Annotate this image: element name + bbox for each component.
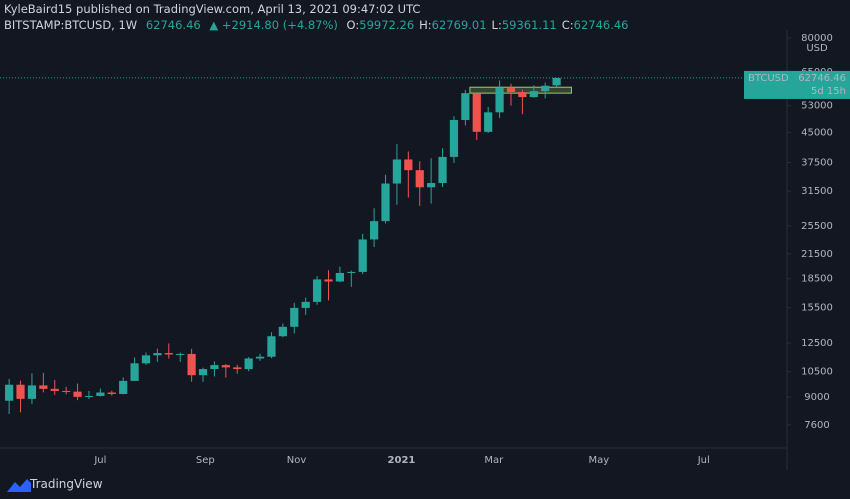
y-tick-label: 80000 [801,33,833,44]
candle-body [381,183,390,222]
ohlc-value: 59972.26 [359,18,415,32]
x-tick-label: Jul [697,455,710,466]
last-price-tag [744,70,850,99]
candle-body [427,183,436,188]
currency: USD [806,43,828,54]
candle-body [164,353,173,355]
y-tick-label: 21500 [801,249,833,260]
x-tick-label: May [588,455,609,466]
candle-body [267,336,276,357]
last-price: 62746.46 [798,73,846,84]
candle-body [233,367,242,370]
candle-body [495,88,504,113]
candle-body [438,156,447,184]
ohlc: O:59972.26 H:62769.01 L:59361.11 C:62746.46 [347,18,634,32]
candle-body [96,392,105,396]
candle-body [198,369,208,376]
candle-body [335,272,344,282]
change: ▲ +2914.80 (+4.87%) [209,18,338,32]
candle-body [484,112,493,132]
ohlc-label: H: [419,18,432,32]
candle-body [392,159,402,184]
candle-body [370,221,379,240]
header: KyleBaird15 published on TradingView.com… [4,1,639,33]
ohlc-value: 62769.01 [431,18,487,32]
ohlc-value: 59361.11 [501,18,557,32]
candle-body [290,307,299,327]
x-tick-label: Mar [484,455,504,466]
logo-mark [7,479,31,492]
candle-body [84,395,94,397]
candle-body [324,279,333,282]
candle-body [50,388,59,391]
candle-body [506,88,516,92]
candle-body [552,77,561,86]
candle-body [62,390,71,392]
candle-body [461,93,470,120]
candle-body [415,170,424,188]
candle-body [244,358,253,370]
candle-body [16,384,25,399]
chart: USD 800006500053000450003750031500255002… [0,30,850,470]
footer: TradingView [0,470,850,499]
brand: TradingView [30,477,103,491]
candle-body [541,85,550,92]
x-tick-label: Sep [196,455,215,466]
symbol: BITSTAMP:BTCUSD, 1W [4,18,138,32]
candle-body [221,365,230,368]
candle-body [278,326,287,337]
candle-body [27,385,37,399]
ohlc-label: C: [561,18,574,32]
candle-body [347,271,356,273]
candle-body [176,353,185,355]
y-tick-label: 15500 [801,303,833,314]
candle-body [358,239,367,272]
candle-body [312,279,322,302]
last-symbol: BTCUSD [748,73,789,84]
x-tick-label: Nov [287,455,307,466]
candle-body [141,355,151,364]
y-tick-label: 9000 [804,392,829,403]
y-tick-label: 7600 [804,420,829,431]
publisher: KyleBaird15 published on TradingView.com… [4,2,421,16]
price: 62746.46 [145,18,201,32]
y-tick-label: 25500 [801,221,833,232]
candle-body [518,91,527,98]
y-tick-label: 31500 [801,186,833,197]
candle-body [449,119,459,157]
candle-body [529,91,538,98]
candle-body [119,380,128,394]
candle-body [5,384,14,401]
countdown: 5d 15h [811,86,846,97]
y-tick-label: 53000 [801,101,833,112]
candle-body [107,392,116,394]
candle-body [187,353,196,376]
candle-body [404,159,413,171]
candle-body [255,356,265,359]
ohlc-label: O: [346,18,360,32]
candle-body [39,385,48,389]
y-tick-label: 45000 [801,128,833,139]
y-tick-label: 18500 [801,274,833,285]
x-tick-label: Jul [93,455,106,466]
y-tick-label: 12500 [801,338,833,349]
candle-body [472,93,481,132]
ohlc-label: L: [491,18,502,32]
symbol-row: BITSTAMP:BTCUSD, 1W 62746.46 ▲ +2914.80 … [4,17,639,33]
ohlc-value: 62746.46 [573,18,629,32]
y-tick-label: 37500 [801,158,833,169]
candle-body [153,353,162,356]
logo [7,479,31,492]
y-tick-label: 10500 [801,367,833,378]
candle-body [301,301,310,308]
candle-body [210,365,219,370]
candle-body [130,363,139,381]
candle-body [73,391,82,397]
x-tick-label: 2021 [388,455,416,466]
